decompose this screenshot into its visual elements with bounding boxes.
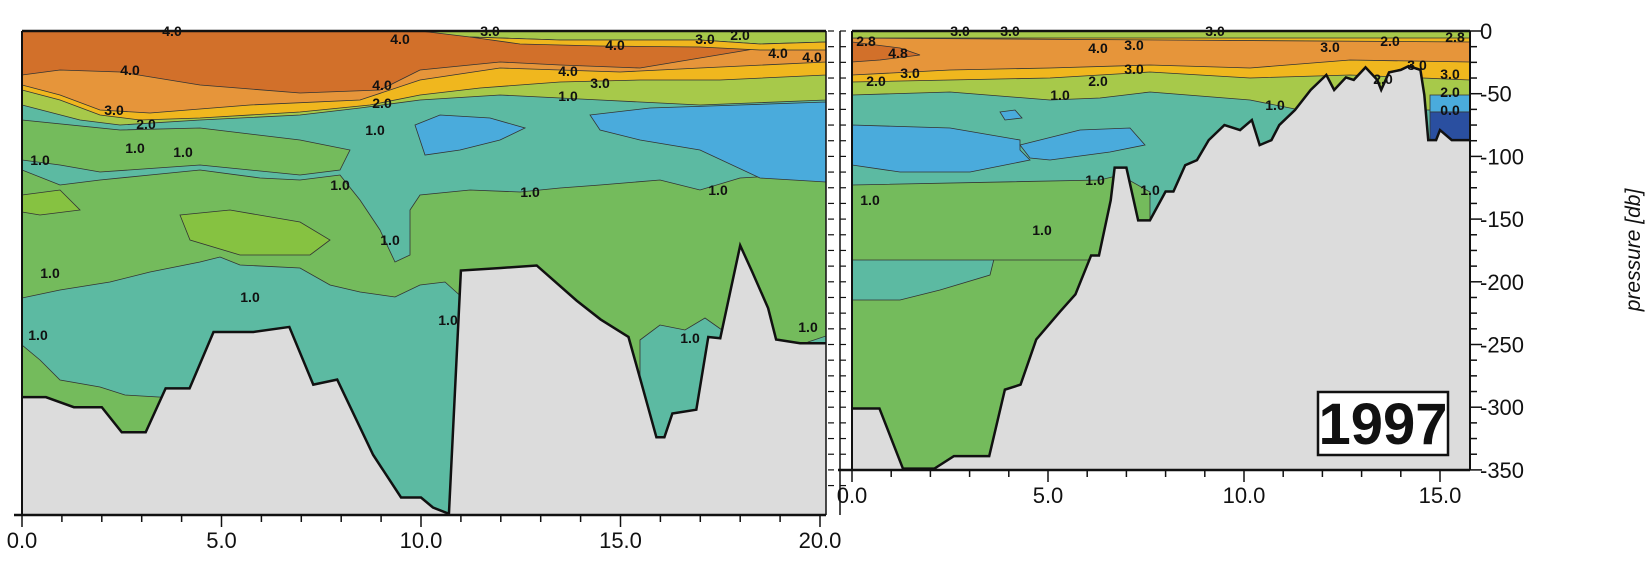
band-light-green bbox=[852, 31, 1470, 39]
contour-label: 2.0 bbox=[372, 95, 392, 111]
contour-label: 1.0 bbox=[860, 192, 880, 208]
contour-label: 4.0 bbox=[802, 49, 822, 65]
contour-label: 3.0 bbox=[104, 102, 124, 118]
contour-label: 3.0 bbox=[1124, 37, 1144, 53]
band-green bbox=[852, 174, 1151, 261]
x-tick-label: 10.0 bbox=[1223, 483, 1266, 508]
contour-label: 1.0 bbox=[365, 122, 385, 138]
contour-label: 3.0 bbox=[950, 23, 970, 39]
contour-label: 2.8 bbox=[1445, 29, 1465, 45]
seabed bbox=[852, 66, 1470, 470]
contour-label: 3.0 bbox=[1124, 61, 1144, 77]
x-tick-label: 5.0 bbox=[1033, 483, 1064, 508]
x-tick-label: 15.0 bbox=[1419, 483, 1462, 508]
bottom-profile-line bbox=[852, 64, 1470, 470]
contour-label: 1.0 bbox=[1085, 172, 1105, 188]
right-panel bbox=[852, 31, 1470, 470]
x-tick-label: 15.0 bbox=[599, 528, 642, 553]
contour-label: 3.0 bbox=[590, 75, 610, 91]
x-tick-label: 0.0 bbox=[837, 483, 868, 508]
contour-label: 1.0 bbox=[28, 327, 48, 343]
y-axis-title: pressure [db] bbox=[1622, 188, 1645, 313]
contour-label: 1.0 bbox=[798, 319, 818, 335]
contour-label: 1.0 bbox=[30, 152, 50, 168]
contour-label: 1.0 bbox=[380, 232, 400, 248]
contour-label: 1.0 bbox=[558, 88, 578, 104]
contour-label: 3.0 bbox=[1440, 66, 1460, 82]
patch-bright-green bbox=[22, 189, 81, 216]
year-label: 1997 bbox=[1318, 392, 1447, 457]
patch-blue bbox=[999, 109, 1023, 121]
contour-label: 2.0 bbox=[136, 116, 156, 132]
contour-label: 4.8 bbox=[888, 45, 908, 61]
contour-label: 3.0 bbox=[480, 23, 500, 39]
y-tick-label: -250 bbox=[1480, 333, 1524, 358]
contour-label: 1.0 bbox=[125, 140, 145, 156]
year-box: 1997 bbox=[1316, 390, 1450, 457]
contour-label: 1.0 bbox=[1032, 222, 1052, 238]
contour-label: 3.0 bbox=[1320, 39, 1340, 55]
contour-label: 4.0 bbox=[390, 31, 410, 47]
patch-blue bbox=[1019, 127, 1146, 161]
patch-bright-green bbox=[179, 209, 331, 256]
axes: 0.0 5.0 10.0 15.0 20.0 0.0 5.0 10.0 15.0 0 -50 -100… bbox=[7, 19, 1524, 553]
contour-label: 1.0 bbox=[40, 265, 60, 281]
patch-blue bbox=[1429, 94, 1470, 113]
contour-label: 0.0 bbox=[1440, 102, 1460, 118]
contour-label: 1.0 bbox=[520, 184, 540, 200]
x-tick-label: 5.0 bbox=[206, 528, 237, 553]
contour-label: 2.0 bbox=[1088, 73, 1108, 89]
band-orange bbox=[852, 37, 1470, 76]
y-tick-label: -100 bbox=[1480, 144, 1524, 169]
contour-label: 1.0 bbox=[438, 312, 458, 328]
contour-labels: 4.0 4.0 3.0 4.0 3.0 2.0 4.0 4.0 4.0 4.0 4.0 3.0 1.0 2… bbox=[28, 23, 1465, 346]
contour-label: 1.0 bbox=[173, 144, 193, 160]
contour-label: 1.0 bbox=[708, 182, 728, 198]
y-tick-label: -50 bbox=[1480, 82, 1512, 107]
patch-blue bbox=[414, 114, 527, 156]
contour-label: 4.0 bbox=[162, 23, 182, 39]
band-yellow bbox=[469, 36, 826, 51]
x-tick-label: 10.0 bbox=[400, 528, 443, 553]
left-panel bbox=[22, 31, 826, 515]
contour-label: 4.0 bbox=[558, 63, 578, 79]
y-tick-label: -150 bbox=[1480, 207, 1524, 232]
y-tick-label: -350 bbox=[1480, 458, 1524, 483]
contour-label: 2.0 bbox=[866, 73, 886, 89]
band-green bbox=[22, 119, 351, 176]
y-tick-label: -300 bbox=[1480, 395, 1524, 420]
contour-label: 1.0 bbox=[330, 177, 350, 193]
contour-label: 1.0 bbox=[1050, 87, 1070, 103]
contour-label: 2.0 bbox=[1373, 71, 1393, 87]
x-tick-label: 20.0 bbox=[799, 528, 842, 553]
patch-blue bbox=[589, 101, 826, 183]
band-dark-orange bbox=[852, 41, 921, 63]
contour-label: 4.0 bbox=[120, 62, 140, 78]
contour-label: 4.0 bbox=[768, 45, 788, 61]
contour-label: 2.0 bbox=[730, 27, 750, 43]
contour-label: 2.0 bbox=[1380, 33, 1400, 49]
contour-label: 1.0 bbox=[240, 289, 260, 305]
contour-label: 4.0 bbox=[372, 77, 392, 93]
patch-blue bbox=[852, 124, 1031, 173]
contour-label: 4.0 bbox=[1088, 40, 1108, 56]
contour-label: 4.0 bbox=[605, 37, 625, 53]
seabed bbox=[22, 245, 826, 515]
contour-label: 2.8 bbox=[856, 33, 876, 49]
contour-label: 1.0 bbox=[680, 330, 700, 346]
contour-label: 3.0 bbox=[1000, 23, 1020, 39]
y-tick-label: 0 bbox=[1480, 19, 1492, 44]
x-tick-label: 0.0 bbox=[7, 528, 38, 553]
contour-label: 1.0 bbox=[1265, 97, 1285, 113]
contour-label: 3.0 bbox=[695, 31, 715, 47]
contour-label: 3.0 bbox=[1205, 23, 1225, 39]
contour-label: 1.0 bbox=[1140, 182, 1160, 198]
contour-label: 3.0 bbox=[1407, 57, 1427, 73]
y-tick-label: -200 bbox=[1480, 270, 1524, 295]
bottom-profile-line bbox=[22, 241, 826, 515]
contour-label: 2.0 bbox=[1440, 84, 1460, 100]
contour-label: 3.0 bbox=[900, 65, 920, 81]
